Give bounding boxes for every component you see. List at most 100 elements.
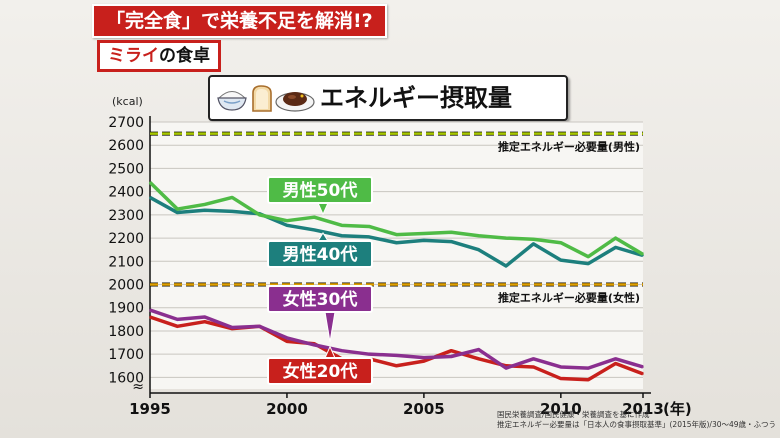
chart-title: エネルギー摂取量 — [320, 84, 512, 112]
data-point — [450, 240, 453, 243]
series-label-box — [267, 176, 373, 204]
source-line-1: 国民栄養調査/国民健康・栄養調査を基に作成 — [497, 410, 650, 419]
data-point — [477, 348, 480, 351]
plot-area — [150, 122, 643, 389]
data-point — [368, 353, 370, 355]
data-point — [149, 196, 151, 199]
data-point — [587, 255, 590, 258]
data-point — [532, 358, 535, 360]
data-point — [149, 181, 151, 184]
series-label: 女性20代 — [283, 361, 358, 382]
segment-badge: ミライの食卓 — [97, 40, 221, 72]
data-point — [286, 224, 288, 227]
data-point — [614, 358, 617, 360]
data-point — [368, 225, 370, 228]
data-point — [286, 337, 288, 339]
data-point — [203, 320, 206, 323]
y-axis-unit: (kcal) — [112, 95, 143, 108]
axis-break-icon: ≈ — [132, 379, 144, 395]
data-point — [203, 209, 206, 212]
data-point — [423, 232, 425, 235]
data-point — [203, 203, 206, 206]
data-point — [313, 216, 316, 218]
data-point — [560, 366, 562, 368]
headline-banner: 「完全食」で栄養不足を解消!? — [92, 4, 387, 38]
data-point — [423, 239, 425, 242]
data-point — [642, 373, 644, 375]
series-label: 男性40代 — [283, 244, 358, 265]
data-point — [313, 344, 316, 346]
data-point — [532, 243, 535, 245]
bread-icon — [252, 85, 272, 112]
data-point — [505, 237, 507, 239]
hamburg-steak-icon — [275, 92, 315, 112]
y-tick-label: 1700 — [108, 347, 144, 363]
y-tick-label: 2500 — [108, 161, 144, 177]
data-point — [450, 349, 453, 352]
data-point — [395, 364, 398, 367]
y-tick-label: 2700 — [108, 115, 144, 131]
y-tick-label: 2200 — [108, 231, 144, 247]
x-tick-label: 2013 — [622, 400, 664, 418]
data-point — [286, 340, 288, 343]
chart-title-box: エネルギー摂取量 — [208, 75, 568, 121]
data-point — [560, 259, 562, 261]
data-point — [203, 316, 206, 318]
data-point — [176, 208, 179, 210]
data-point — [286, 219, 288, 222]
x-tick-label: 2010 — [540, 400, 582, 418]
y-tick-label: 2100 — [108, 254, 144, 270]
segment-badge-rest: の食卓 — [159, 46, 210, 66]
data-point — [258, 325, 261, 328]
x-tick-label: 1995 — [129, 400, 171, 418]
series-label: 女性30代 — [283, 289, 358, 310]
data-point — [642, 254, 644, 257]
source-note: 国民栄養調査/国民健康・栄養調査を基に作成 推定エネルギー必要量は「日本人の食事… — [497, 410, 776, 430]
data-point — [395, 241, 398, 244]
data-point — [614, 246, 617, 249]
rice-bowl-icon — [217, 91, 247, 111]
data-point — [368, 236, 370, 238]
data-point — [642, 253, 644, 256]
x-axis-unit: (年) — [663, 400, 692, 418]
series-label-box — [267, 285, 373, 313]
data-point — [395, 233, 398, 236]
y-tick-label: 1800 — [108, 324, 144, 340]
data-point — [340, 234, 343, 237]
data-point — [505, 367, 507, 369]
food-icons — [217, 85, 315, 112]
data-point — [505, 265, 507, 267]
data-point — [587, 367, 590, 369]
y-tick-label: 1600 — [108, 370, 144, 386]
data-point — [176, 325, 179, 328]
y-tick-label: 1900 — [108, 301, 144, 317]
y-tick-label: 2400 — [108, 185, 144, 201]
data-point — [587, 262, 590, 265]
data-point — [477, 248, 480, 251]
y-tick-label: 2000 — [108, 278, 144, 294]
data-point — [176, 211, 179, 214]
x-tick-label: 2005 — [403, 400, 445, 418]
y-tick-label: 2600 — [108, 138, 144, 154]
data-point — [340, 349, 343, 352]
data-point — [560, 377, 562, 380]
headline-text: 「完全食」で栄養不足を解消!? — [106, 10, 373, 32]
data-point — [642, 366, 644, 368]
data-point — [477, 234, 480, 237]
data-point — [532, 366, 535, 368]
data-point — [395, 354, 398, 357]
reference-line-label: 推定エネルギー必要量(男性) — [498, 140, 640, 154]
data-point — [587, 378, 590, 381]
data-point — [423, 360, 425, 362]
data-point — [231, 210, 233, 213]
data-point — [258, 214, 261, 216]
series-label: 男性50代 — [283, 180, 358, 201]
y-tick-label: 2300 — [108, 208, 144, 224]
data-point — [340, 224, 343, 227]
segment-badge-highlight: ミライ — [108, 46, 159, 66]
data-point — [313, 229, 316, 231]
x-tick-label: 2000 — [266, 400, 308, 418]
data-point — [614, 362, 617, 365]
data-point — [423, 356, 425, 359]
